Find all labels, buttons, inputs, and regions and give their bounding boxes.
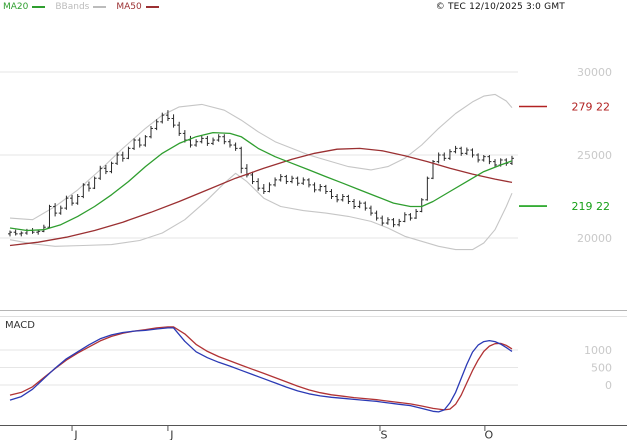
candlesticks <box>8 110 514 237</box>
legend: MA20 BBands MA50 <box>3 2 159 12</box>
legend-item-ma50: MA50 <box>116 2 159 12</box>
legend-label: MA50 <box>116 2 142 12</box>
month-label: J <box>169 429 173 440</box>
legend-label: MA20 <box>3 2 29 12</box>
macd-signal-line <box>9 326 513 411</box>
price-axis-label: 25000 <box>577 149 612 162</box>
copyright-text: © TEC 12/10/2025 3:0 GMT <box>435 2 565 12</box>
bollinger-lower-line <box>9 172 513 251</box>
macd-axis-label: 0 <box>605 379 612 392</box>
ma50-line <box>9 147 513 247</box>
legend-item-bbands: BBands <box>55 2 107 12</box>
legend-item-ma20: MA20 <box>3 2 46 12</box>
macd-axis-label: 1000 <box>584 344 612 357</box>
macd-line <box>9 327 513 413</box>
month-label: S <box>380 429 387 440</box>
ma20-line <box>9 131 513 232</box>
month-label: O <box>485 429 494 440</box>
legend-line-swatch <box>145 6 159 8</box>
legend-line-swatch <box>32 6 46 8</box>
legend-label: BBands <box>55 2 90 12</box>
bollinger-upper-line <box>9 93 513 221</box>
macd-axis-label: 500 <box>591 362 612 375</box>
macd-pane-label: MACD <box>5 320 35 331</box>
month-label: J <box>73 429 77 440</box>
resistance-level-label: 279 22 <box>572 100 611 113</box>
support-level-label: 219 22 <box>572 200 611 213</box>
price-axis-label: 20000 <box>577 232 612 245</box>
price-axis-label: 30000 <box>577 66 612 79</box>
legend-line-swatch <box>93 6 107 8</box>
